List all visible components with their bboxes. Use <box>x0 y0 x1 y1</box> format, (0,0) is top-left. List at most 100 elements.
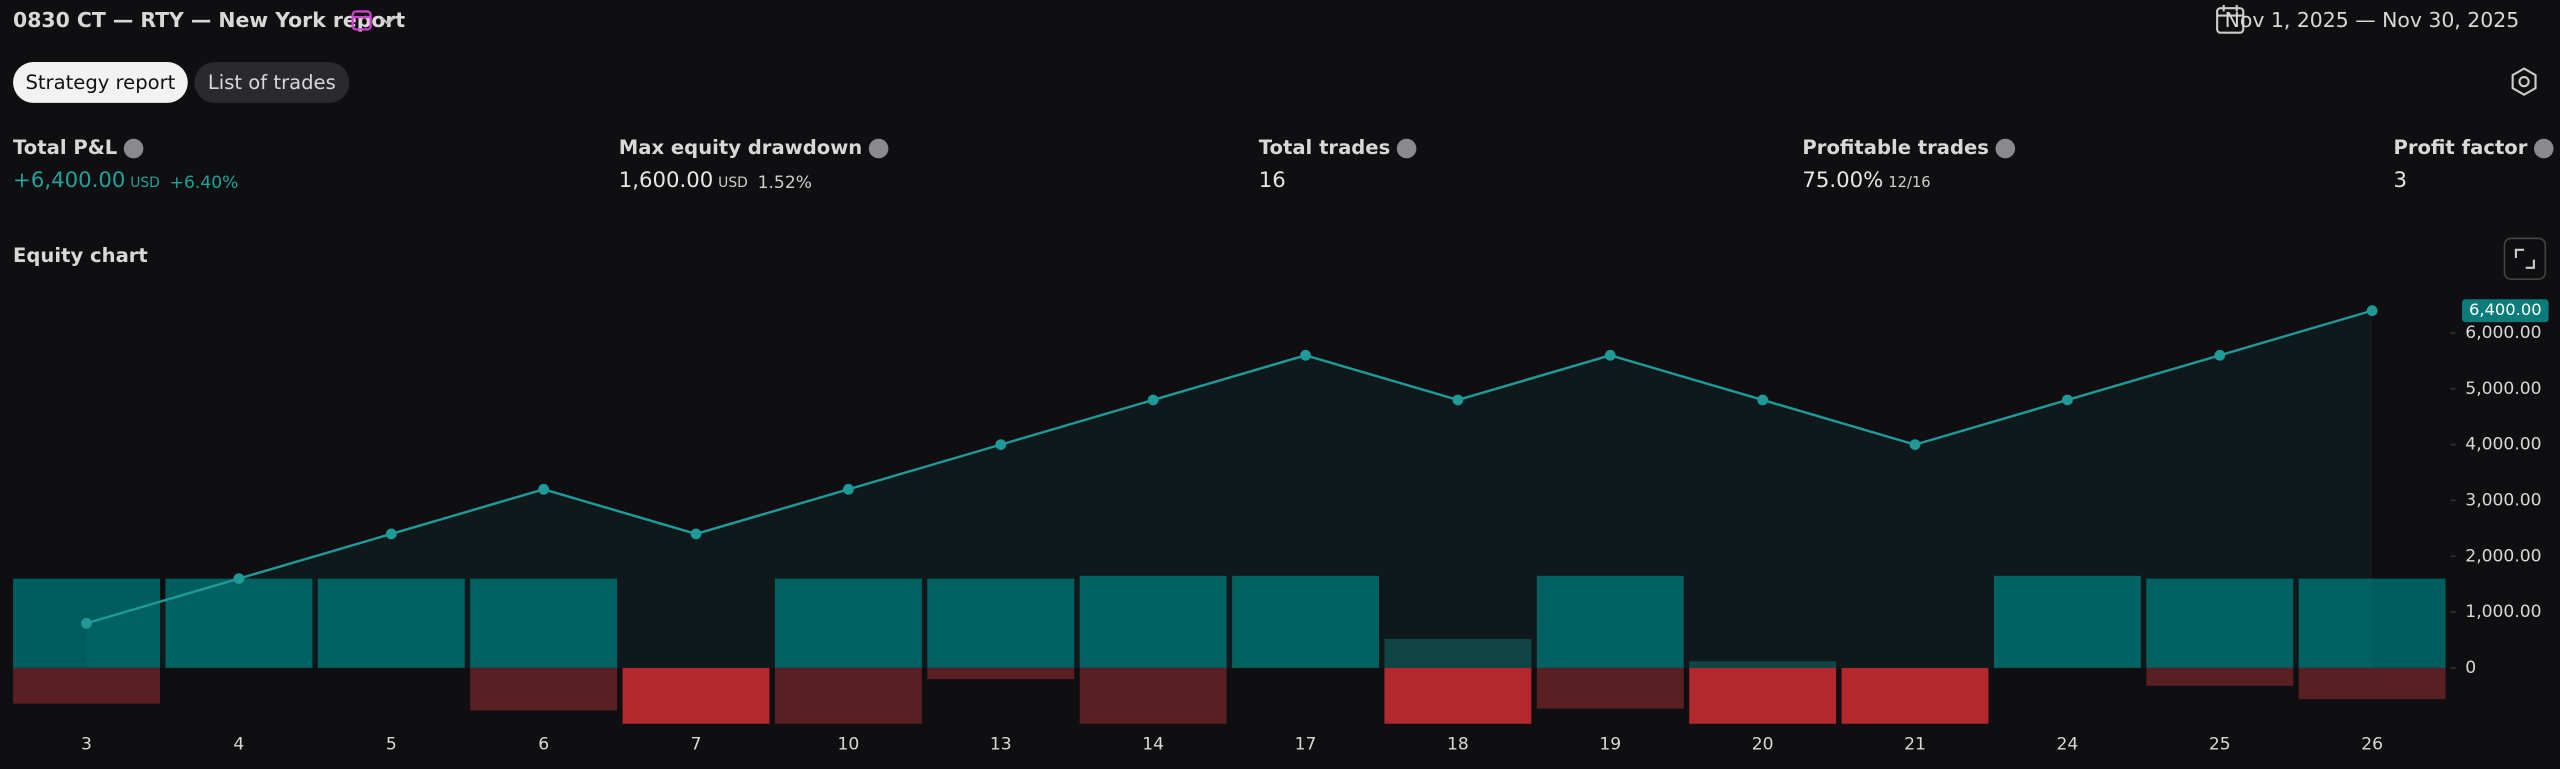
y-tick-label: 0 <box>2465 658 2476 678</box>
x-tick-label: 3 <box>81 734 92 754</box>
equity-point <box>1909 439 1921 451</box>
y-tick-label: 6,000.00 <box>2465 323 2541 343</box>
x-tick-label: 24 <box>2057 734 2079 754</box>
x-tick-label: 7 <box>691 734 702 754</box>
run-up-bar <box>317 578 465 668</box>
equity-point <box>1604 349 1616 361</box>
dropdown-chevron[interactable] <box>381 17 395 26</box>
drawdown-bar <box>13 667 161 704</box>
equity-point <box>385 528 397 540</box>
run-up-bar <box>2298 578 2446 668</box>
run-up-bar <box>1079 575 1227 668</box>
info-icon <box>868 138 889 159</box>
metric-value: 1,600.00 <box>619 168 714 193</box>
tab-active[interactable] <box>13 62 188 103</box>
info-icon <box>1396 138 1417 159</box>
chart-title: Equity chart <box>13 244 148 267</box>
equity-point <box>1452 394 1464 406</box>
equity-chart: 0 1,000.00 2,000.00 3,000.00 4,000.00 5,000.0… <box>13 299 2549 754</box>
y-tick-label: 3,000.00 <box>2465 490 2541 510</box>
info-icon <box>1995 138 2016 159</box>
x-tick-label: 13 <box>990 734 1012 754</box>
equity-area <box>86 310 2373 668</box>
metric-value: 16 <box>1259 168 1286 193</box>
metric-label: Profitable trades <box>1802 136 1989 159</box>
equity-point <box>2214 349 2226 361</box>
equity-point <box>1757 394 1769 406</box>
run-up-bar <box>774 578 922 668</box>
metric-label: Total P&L <box>13 136 117 159</box>
metric-extra: 12/16 <box>1888 174 1930 191</box>
metric-value: 3 <box>2393 168 2407 193</box>
x-tick-label: 19 <box>1599 734 1621 754</box>
last-value-label: 6,400.00 <box>2469 300 2542 319</box>
metric-value: 75.00% <box>1802 168 1883 193</box>
drawdown-bar <box>622 667 770 724</box>
y-tick-label: 4,000.00 <box>2465 435 2541 455</box>
x-tick-label: 10 <box>838 734 860 754</box>
equity-point <box>843 483 854 495</box>
equity-point <box>2366 305 2378 317</box>
y-tick-label: 2,000.00 <box>2465 546 2541 566</box>
y-tick-label: 1,000.00 <box>2465 602 2541 622</box>
drawdown-bar <box>470 667 618 711</box>
tab-label[interactable]: List of trades <box>208 71 336 94</box>
metric-unit: USD <box>718 175 748 191</box>
run-up-bar <box>2146 578 2294 668</box>
calendar-icon[interactable] <box>2216 4 2245 34</box>
drawdown-bar <box>1384 667 1532 724</box>
x-tick-label: 26 <box>2361 734 2383 754</box>
calendar-badge <box>351 10 372 31</box>
report-title[interactable]: 0830 CT — RTY — New York report <box>13 8 405 32</box>
x-tick-label: 4 <box>233 734 244 754</box>
metric-label: Profit factor <box>2393 136 2527 159</box>
tab-label[interactable]: Strategy report <box>25 71 175 94</box>
date-range[interactable]: Nov 1, 2025 — Nov 30, 2025 <box>2225 8 2520 32</box>
equity-point <box>690 528 702 540</box>
metric-unit: USD <box>130 175 160 191</box>
x-tick-label: 20 <box>1752 734 1774 754</box>
metric-label: Max equity drawdown <box>619 136 862 159</box>
drawdown-bar <box>2298 667 2446 700</box>
settings-icon[interactable] <box>2511 67 2537 96</box>
equity-line <box>86 309 2373 625</box>
equity-point <box>81 617 92 629</box>
equity-point <box>1147 394 1159 406</box>
drawdown-bar <box>1079 667 1227 724</box>
equity-point <box>2062 394 2073 406</box>
metrics: Total P&L +6,400.00 USD +6.40% Max equity dr… <box>13 136 2554 193</box>
equity-point <box>1300 349 1311 361</box>
info-icon <box>123 138 144 159</box>
x-tick-label: 18 <box>1447 734 1469 754</box>
run-up-bar <box>1993 575 2141 668</box>
run-up-bar <box>1232 575 1380 668</box>
x-tick-label: 5 <box>386 734 397 754</box>
equity-point <box>538 483 550 495</box>
last-value-badge <box>2462 299 2549 323</box>
x-tick-label: 25 <box>2209 734 2231 754</box>
metric-extra: +6.40% <box>170 173 239 193</box>
expand-button[interactable] <box>2503 237 2547 281</box>
drawdown-bar <box>1841 667 1989 724</box>
metric-label: Total trades <box>1259 136 1390 159</box>
x-tick-label: 17 <box>1295 734 1317 754</box>
y-tick-label: 5,000.00 <box>2465 379 2541 399</box>
x-tick-label: 21 <box>1904 734 1926 754</box>
drawdown-bar <box>774 667 922 724</box>
tab[interactable] <box>194 62 350 103</box>
equity-point <box>995 439 1007 451</box>
run-up-bar <box>927 578 1075 668</box>
drawdown-bar <box>1536 667 1684 709</box>
run-up-bar <box>470 578 618 668</box>
drawdown-bar <box>2146 667 2294 686</box>
metric-value: +6,400.00 <box>13 168 125 193</box>
equity-point <box>233 573 245 584</box>
run-up-bar <box>1689 661 1837 668</box>
info-icon <box>2533 138 2554 159</box>
x-tick-label: 6 <box>538 734 549 754</box>
drawdown-bar <box>927 667 1075 680</box>
x-tick-label: 14 <box>1142 734 1164 754</box>
metric-extra: 1.52% <box>758 173 812 193</box>
drawdown-bar <box>1689 667 1837 724</box>
